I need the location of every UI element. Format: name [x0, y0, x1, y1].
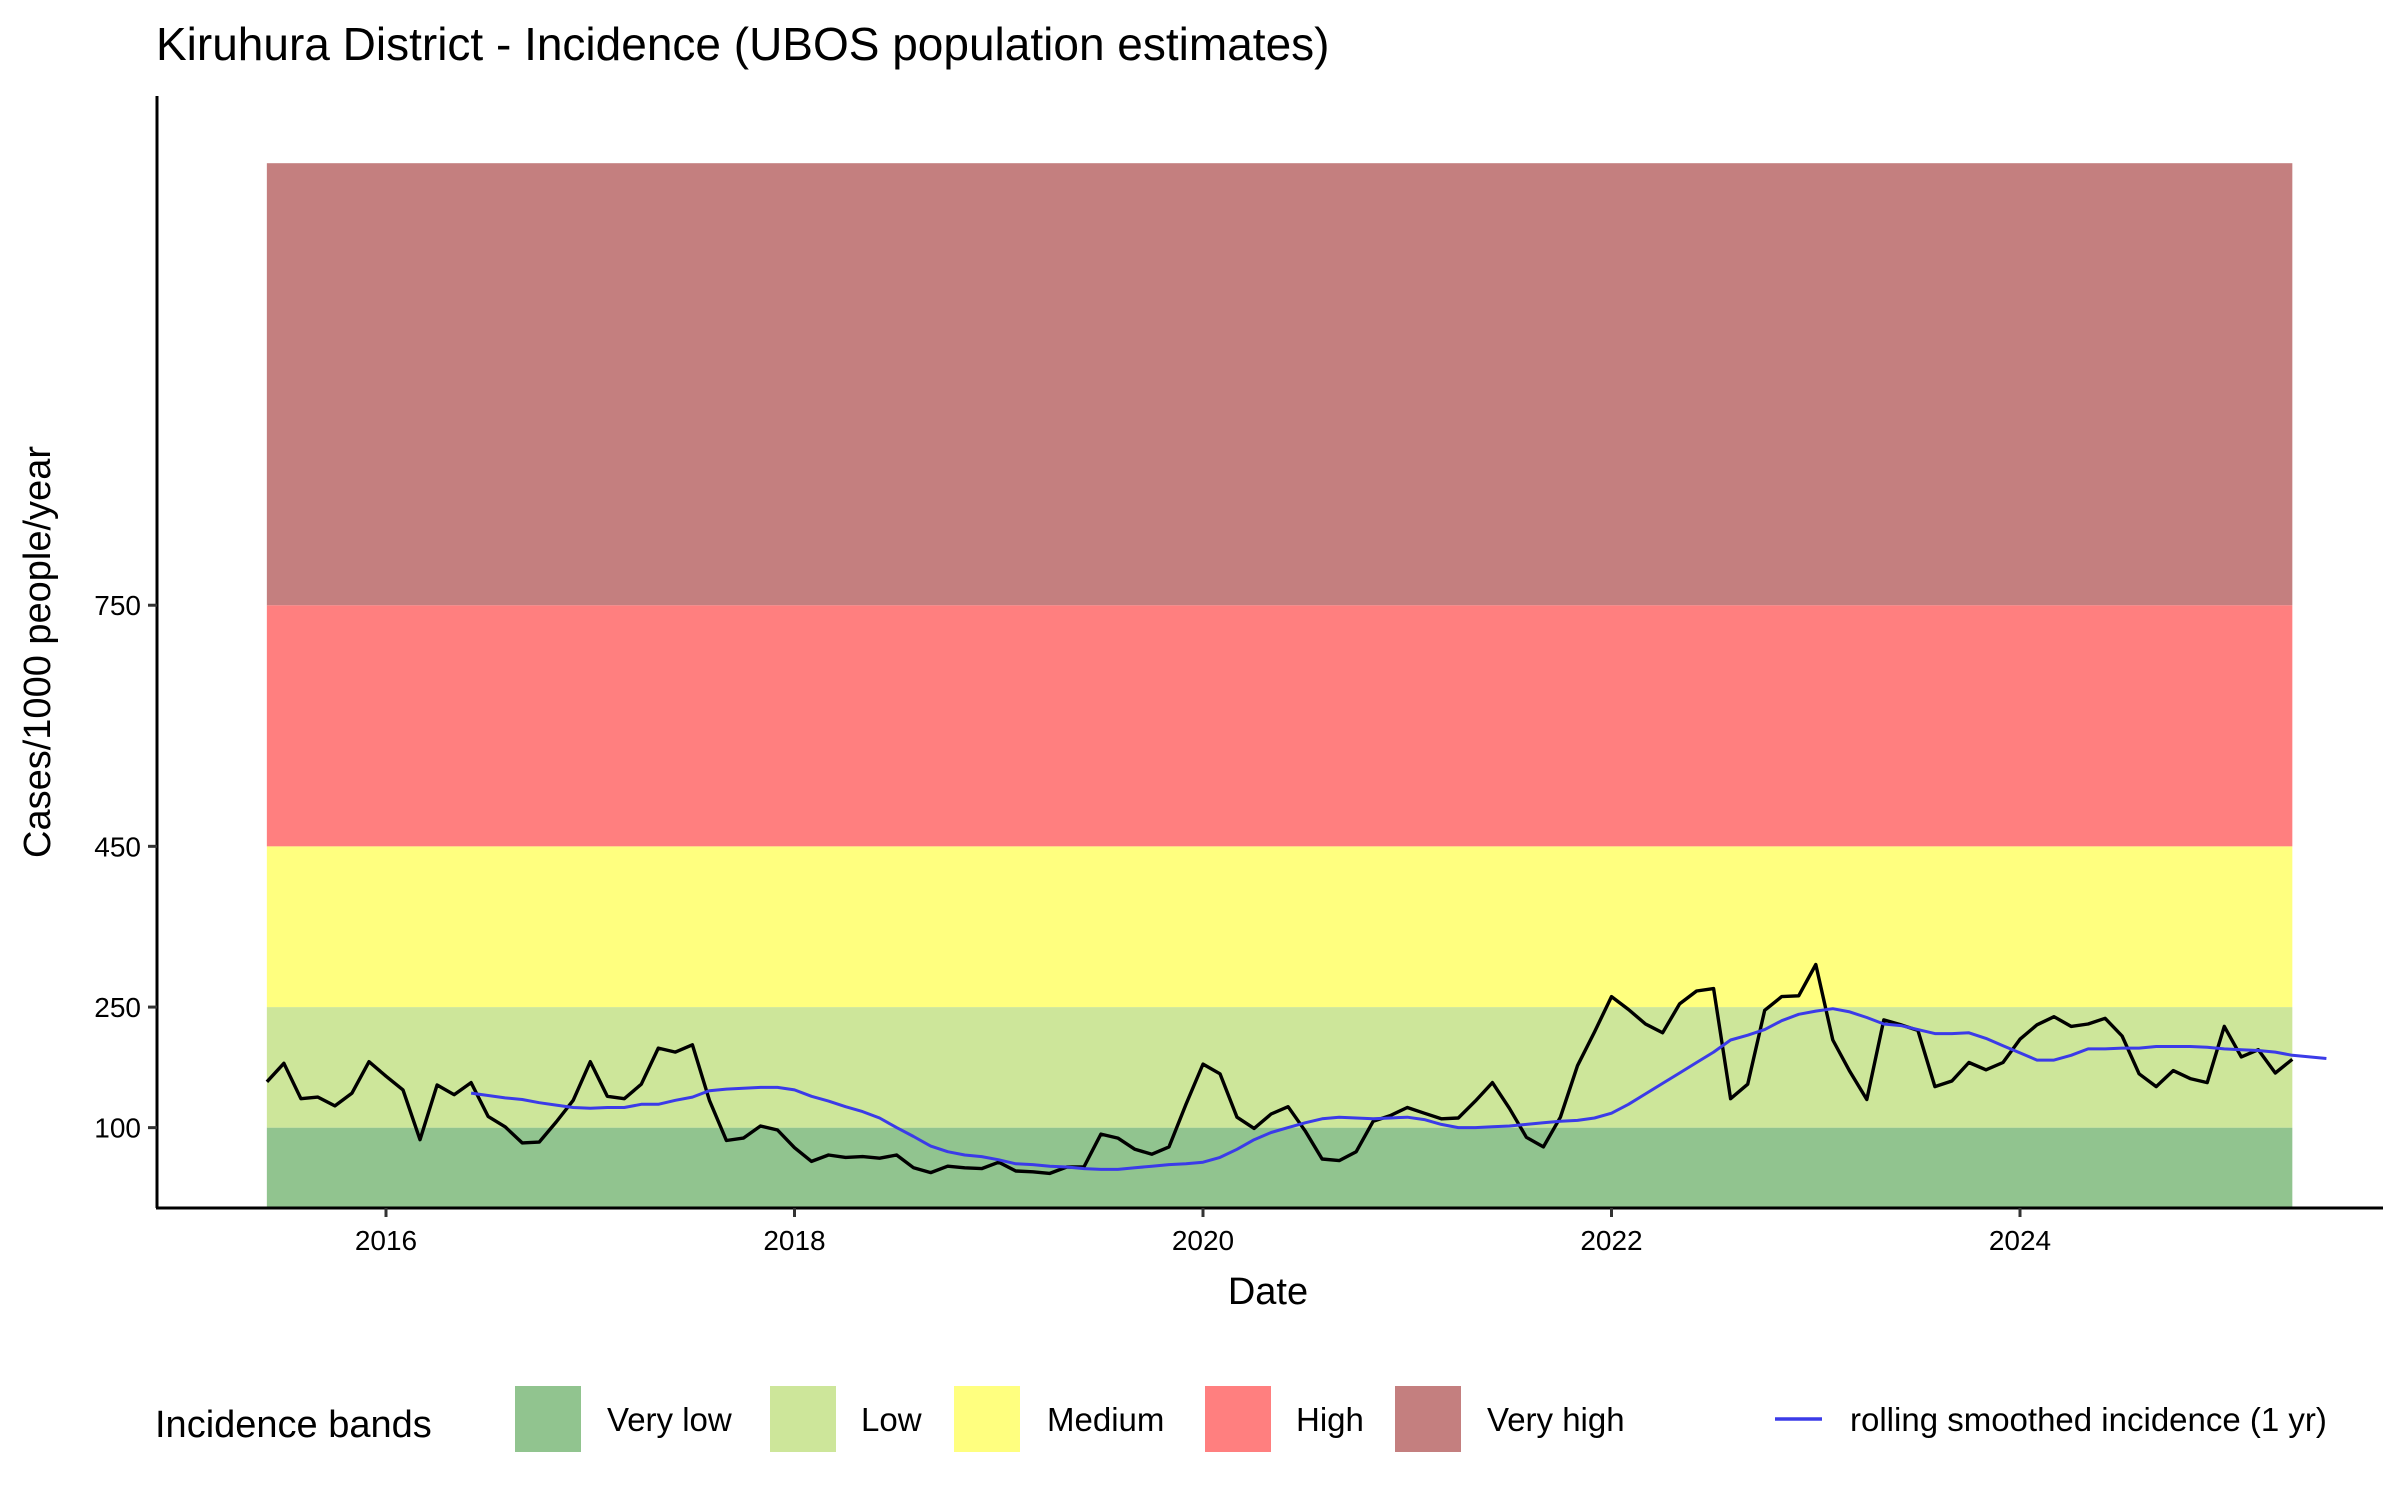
- series-line-smoothed: [470, 1007, 2327, 1171]
- series-lines: [265, 962, 2327, 1176]
- legend-key: [1395, 1386, 1461, 1452]
- x-tick-label: 2018: [763, 1225, 825, 1256]
- legend-key: [770, 1386, 836, 1452]
- legend-key: [1205, 1386, 1271, 1452]
- band-very-low: [266, 1127, 2293, 1208]
- legend-label: Low: [861, 1401, 922, 1438]
- legend-label: Very high: [1487, 1401, 1625, 1438]
- y-tick-label: 100: [94, 1113, 141, 1144]
- legend-key: [515, 1386, 581, 1452]
- y-tick-label: 250: [94, 992, 141, 1023]
- legend-key: [954, 1386, 1020, 1452]
- band-medium: [266, 846, 2293, 1008]
- x-tick-label: 2020: [1172, 1225, 1234, 1256]
- y-axis-label: Cases/1000 people/year: [17, 446, 59, 858]
- legend: Incidence bands Very low Low Medium High Ver…: [155, 1386, 2327, 1452]
- x-axis-ticks: 2016 2018 2020 2022 2024: [355, 1208, 2051, 1256]
- x-tick-label: 2024: [1989, 1225, 2051, 1256]
- legend-label: Very low: [607, 1401, 732, 1438]
- chart-title: Kiruhura District - Incidence (UBOS popu…: [156, 18, 1329, 70]
- x-tick-label: 2022: [1580, 1225, 1642, 1256]
- y-tick-label: 450: [94, 831, 141, 862]
- incidence-bands: [266, 163, 2293, 1208]
- y-tick-label: 750: [94, 590, 141, 621]
- legend-label: rolling smoothed incidence (1 yr): [1850, 1401, 2327, 1438]
- legend-label: High: [1296, 1401, 1364, 1438]
- legend-title: Incidence bands: [155, 1404, 432, 1446]
- band-high: [266, 605, 2293, 847]
- y-axis-ticks: 100 250 450 750: [94, 590, 157, 1144]
- band-very-high: [266, 163, 2293, 606]
- series-line-monthly: [265, 962, 2294, 1176]
- x-tick-label: 2016: [355, 1225, 417, 1256]
- legend-label: Medium: [1047, 1401, 1164, 1438]
- x-axis-label: Date: [1228, 1271, 1308, 1313]
